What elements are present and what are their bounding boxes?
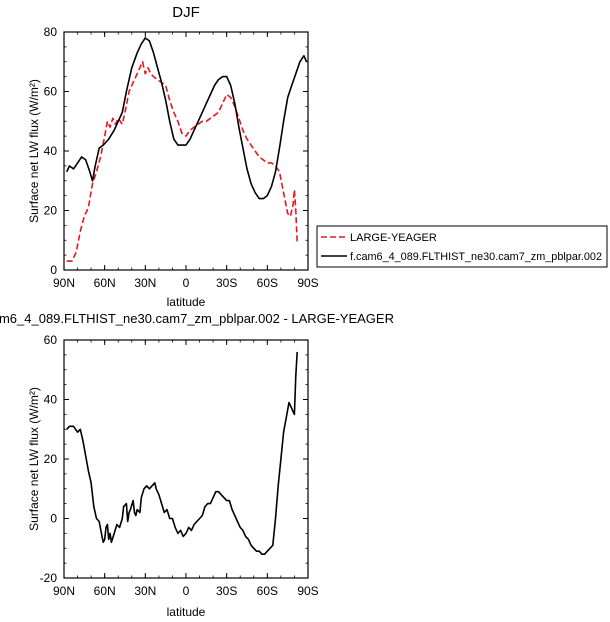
legend-label-cam-run: f.cam6_4_089.FLTHIST_ne30.cam7_zm_pblpar…: [350, 251, 602, 263]
top-y-tick-label-60: 60: [44, 85, 58, 99]
top-y-tick-label-0: 0: [50, 263, 57, 277]
top-x-tick-label-0: 0: [183, 276, 190, 290]
bottom-x-tick-label-60n: 60N: [94, 584, 116, 598]
top-x-tick-label-60n: 60N: [94, 276, 116, 290]
bottom-chart-y-axis-label: Surface net LW flux (W/m²): [27, 387, 41, 531]
bottom-chart-x-axis-label: latitude: [167, 605, 206, 619]
top-chart-plot: 90N 60N 30N 0 30S 60S 90S 0 20 40 60 80: [44, 25, 319, 290]
top-y-tick-label-40: 40: [44, 144, 58, 158]
top-chart-y-axis-label: Surface net LW flux (W/m²): [27, 79, 41, 223]
bottom-y-tick-label--20: -20: [40, 571, 58, 585]
bottom-y-tick-label-20: 20: [44, 452, 58, 466]
bottom-x-tick-label-90s: 90S: [297, 584, 318, 598]
legend-label-large-yeager: LARGE-YEAGER: [350, 232, 437, 244]
top-chart: DJF 90N 60N 30N 0 30S 60S 90S 0 20 40 60 80 latitud…: [27, 4, 608, 309]
bottom-chart-plot: 90N 60N 30N 0 30S 60S 90S -20 0 20 40 60: [40, 333, 319, 598]
top-chart-title: DJF: [172, 4, 200, 21]
bottom-x-tick-label-0: 0: [183, 584, 190, 598]
top-chart-frame: [63, 31, 309, 271]
bottom-series-line-0: [66, 351, 298, 555]
bottom-x-tick-label-30s: 30S: [216, 584, 237, 598]
legend-box: [316, 225, 608, 268]
bottom-x-tick-label-30n: 30N: [134, 584, 156, 598]
top-y-tick-label-20: 20: [44, 204, 58, 218]
bottom-chart-title: f.cam6_4_089.FLTHIST_ne30.cam7_zm_pblpar…: [0, 311, 394, 326]
bottom-chart-frame: [63, 339, 309, 579]
bottom-x-tick-label-60s: 60S: [257, 584, 278, 598]
bottom-y-tick-label-40: 40: [44, 393, 58, 407]
top-x-tick-label-60s: 60S: [257, 276, 278, 290]
top-series-line-1: [65, 37, 308, 200]
top-chart-x-axis-label: latitude: [167, 295, 206, 309]
top-y-tick-label-80: 80: [44, 25, 58, 39]
bottom-y-tick-label-0: 0: [50, 512, 57, 526]
bottom-y-tick-label-60: 60: [44, 333, 58, 347]
top-chart-legend: LARGE-YEAGER f.cam6_4_089.FLTHIST_ne30.c…: [316, 225, 608, 268]
top-x-tick-label-30n: 30N: [134, 276, 156, 290]
top-series-line-0: [66, 61, 298, 262]
top-x-tick-label-30s: 30S: [216, 276, 237, 290]
top-x-tick-label-90n: 90N: [53, 276, 75, 290]
bottom-chart: f.cam6_4_089.FLTHIST_ne30.cam7_zm_pblpar…: [0, 311, 394, 619]
bottom-x-tick-label-90n: 90N: [53, 584, 75, 598]
top-x-tick-label-90s: 90S: [297, 276, 318, 290]
